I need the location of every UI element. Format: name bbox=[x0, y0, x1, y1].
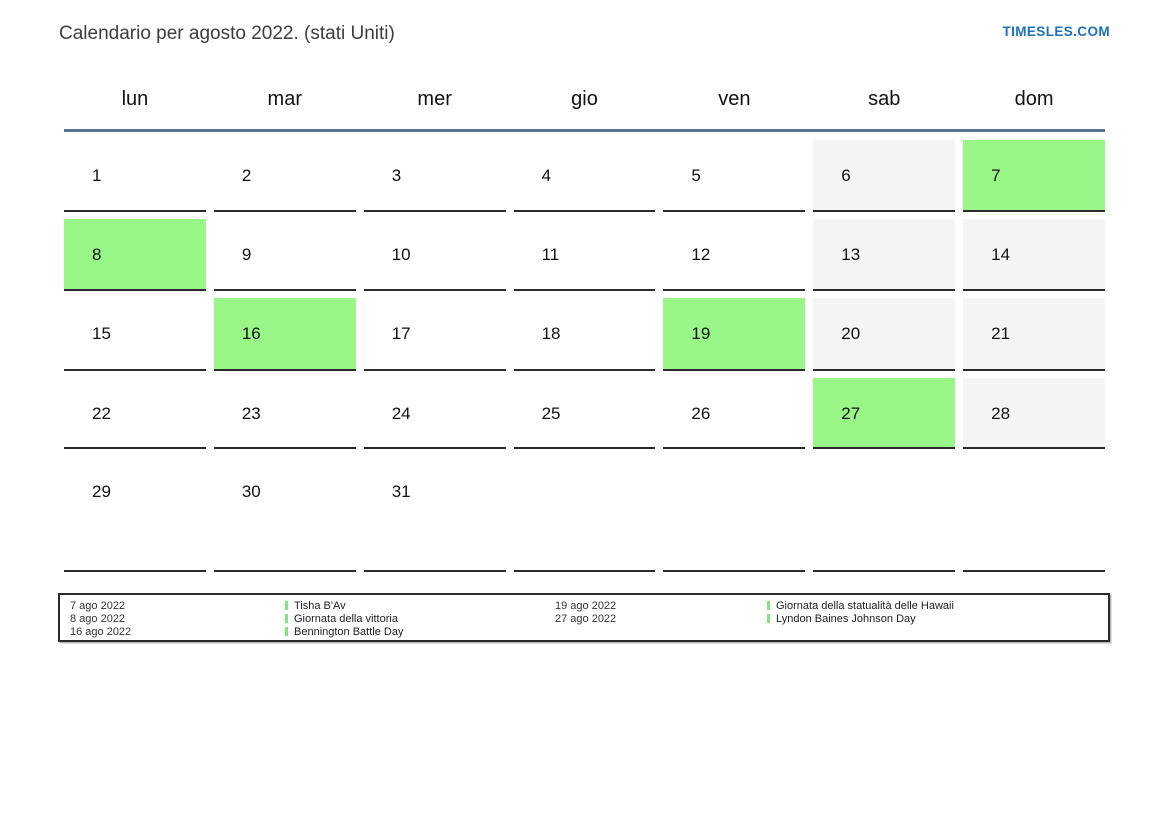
day-cell-6: 6 bbox=[813, 140, 956, 212]
legend-date: 27 ago 2022 bbox=[555, 612, 617, 625]
empty-cell bbox=[813, 456, 956, 572]
legend-holiday-name: Tisha B'Av bbox=[285, 600, 403, 613]
day-cell-30: 30 bbox=[213, 456, 356, 572]
legend-date: 19 ago 2022 bbox=[555, 600, 617, 612]
legend-group-2: 19 ago 2022 27 ago 2022 Giornata della sta… bbox=[555, 600, 954, 640]
weekday-header-lun: lun bbox=[121, 88, 149, 110]
day-cell-21: 21 bbox=[963, 298, 1105, 371]
day-cell-23: 23 bbox=[213, 378, 356, 449]
legend-date: 16 ago 2022 bbox=[70, 625, 132, 638]
weekday-header-row: lun mar mer gio ven sab dom bbox=[64, 86, 1105, 112]
day-cell-24: 24 bbox=[363, 378, 506, 449]
day-cell-19: 19 bbox=[663, 298, 806, 371]
legend-date: 7 ago 2022 bbox=[70, 600, 126, 612]
legend-date: 8 ago 2022 bbox=[70, 612, 126, 625]
day-cell-22: 22 bbox=[64, 378, 206, 449]
day-cell-28: 28 bbox=[963, 378, 1105, 449]
holiday-marker-icon bbox=[285, 601, 288, 610]
empty-cell bbox=[963, 456, 1105, 572]
legend-holiday-name: Giornata della statualità delle Hawaii bbox=[767, 600, 954, 613]
weekday-header-ven: ven bbox=[718, 88, 751, 110]
legend-holiday-name: Giornata della vittoria bbox=[285, 613, 403, 626]
weekday-header-gio: gio bbox=[571, 88, 598, 110]
empty-cell bbox=[513, 456, 656, 572]
day-cell-8: 8 bbox=[64, 219, 206, 291]
day-cell-1: 1 bbox=[64, 140, 206, 212]
weekday-header-mar: mar bbox=[267, 88, 302, 110]
weekday-header-sab: sab bbox=[868, 88, 901, 110]
day-cell-2: 2 bbox=[213, 140, 356, 212]
calendar-grid: 1 2 3 4 5 6 7 8 9 10 11 12 13 14 15 16 17 18 19 20 21 22 23 24 2… bbox=[64, 140, 1105, 572]
holiday-marker-icon bbox=[767, 601, 770, 610]
day-cell-25: 25 bbox=[513, 378, 656, 449]
day-cell-10: 10 bbox=[363, 219, 506, 291]
day-cell-9: 9 bbox=[213, 219, 356, 291]
day-cell-15: 15 bbox=[64, 298, 206, 371]
holiday-marker-icon bbox=[767, 613, 770, 623]
day-cell-13: 13 bbox=[813, 219, 956, 291]
header-underline bbox=[64, 129, 1105, 132]
day-cell-27: 27 bbox=[813, 378, 956, 449]
day-cell-4: 4 bbox=[513, 140, 656, 212]
legend-group-1: 7 ago 2022 8 ago 2022 16 ago 2022 Tisha B'A… bbox=[70, 600, 555, 640]
day-cell-5: 5 bbox=[663, 140, 806, 212]
day-cell-16: 16 bbox=[213, 298, 356, 371]
day-cell-12: 12 bbox=[663, 219, 806, 291]
page-title: Calendario per agosto 2022. (stati Uniti… bbox=[59, 23, 395, 44]
legend-box: 7 ago 2022 8 ago 2022 16 ago 2022 Tisha B'A… bbox=[58, 593, 1110, 642]
day-cell-20: 20 bbox=[813, 298, 956, 371]
day-cell-3: 3 bbox=[363, 140, 506, 212]
timesles-brand-link[interactable]: TIMESLES.COM bbox=[1002, 24, 1110, 39]
day-cell-17: 17 bbox=[363, 298, 506, 371]
day-cell-14: 14 bbox=[963, 219, 1105, 291]
legend-holiday-name: Bennington Battle Day bbox=[285, 626, 403, 639]
empty-cell bbox=[663, 456, 806, 572]
day-cell-29: 29 bbox=[64, 456, 206, 572]
day-cell-11: 11 bbox=[513, 219, 656, 291]
day-cell-18: 18 bbox=[513, 298, 656, 371]
holiday-marker-icon bbox=[285, 613, 288, 623]
day-cell-7: 7 bbox=[963, 140, 1105, 212]
day-cell-26: 26 bbox=[663, 378, 806, 449]
holiday-marker-icon bbox=[285, 626, 288, 636]
weekday-header-mer: mer bbox=[417, 88, 452, 110]
weekday-header-dom: dom bbox=[1014, 88, 1054, 110]
legend-holiday-name: Lyndon Baines Johnson Day bbox=[767, 613, 954, 626]
day-cell-31: 31 bbox=[363, 456, 506, 572]
